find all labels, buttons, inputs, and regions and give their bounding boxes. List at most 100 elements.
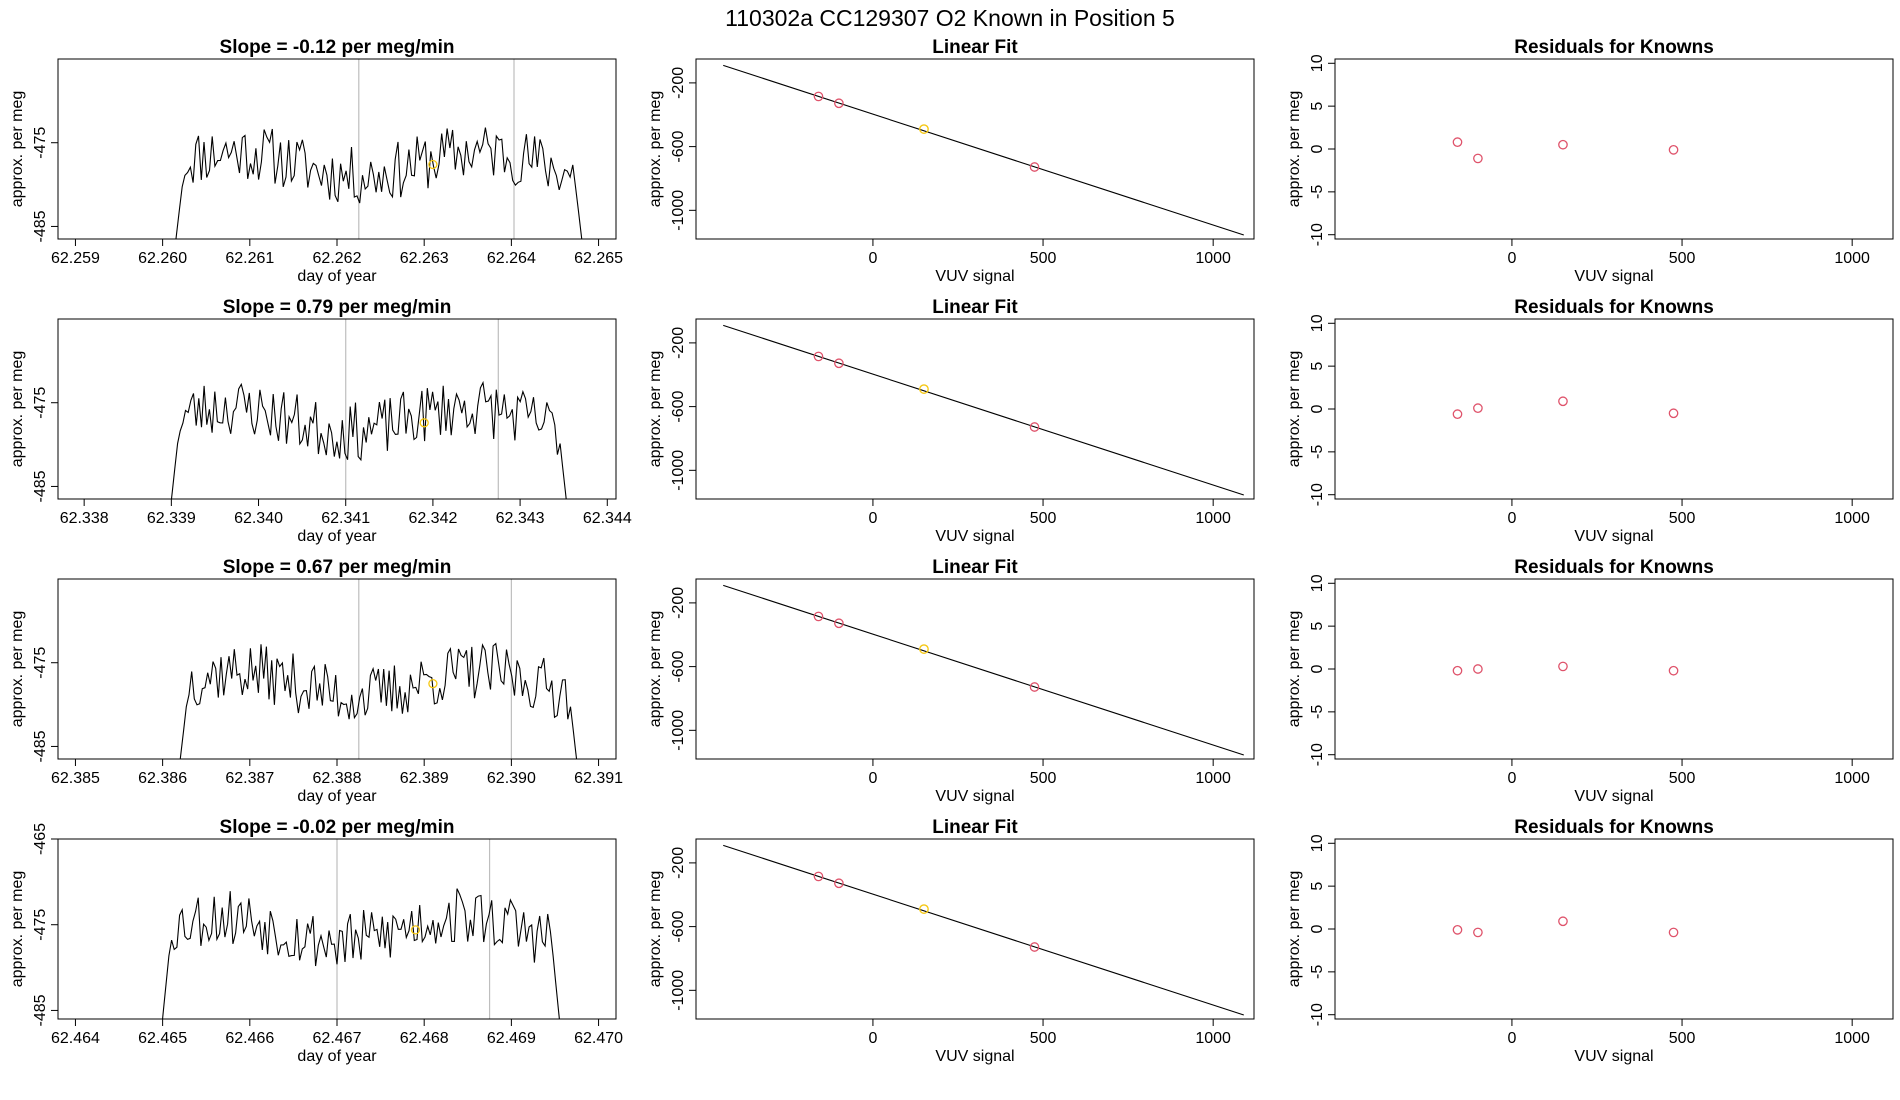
x-tick-label: 1000 bbox=[1834, 250, 1870, 267]
x-tick-label: 0 bbox=[1507, 770, 1516, 787]
panel-title: Residuals for Knowns bbox=[1514, 557, 1714, 578]
known-point bbox=[1668, 145, 1679, 155]
x-tick-label: 62.464 bbox=[51, 1030, 100, 1047]
y-axis-label: approx. per meg bbox=[647, 871, 664, 988]
panel-grid: Slope = -0.12 per meg/min 62.259 62.260 62.… bbox=[9, 37, 1894, 1065]
known-point bbox=[1668, 665, 1679, 676]
plot-frame bbox=[695, 578, 1255, 760]
y-tick-label: -485 bbox=[32, 210, 49, 242]
x-tick-label: 62.263 bbox=[400, 250, 449, 267]
x-axis-label: VUV signal bbox=[935, 528, 1014, 545]
fit-line bbox=[723, 324, 1244, 496]
panel-title: Linear Fit bbox=[932, 37, 1018, 58]
known-point bbox=[834, 98, 844, 109]
x-tick-label: 62.265 bbox=[574, 250, 623, 267]
panel-residuals-row-2: Residuals for Knowns 0 500 1000 -10 -5 0 5 10 VUV… bbox=[1286, 297, 1894, 545]
y-tick-label: -5 bbox=[1309, 185, 1326, 199]
x-tick-label: 62.344 bbox=[583, 510, 632, 527]
sample-point bbox=[919, 904, 929, 914]
plot-frame bbox=[1334, 838, 1894, 1020]
sample-point bbox=[919, 124, 929, 134]
figure-title: 110302a CC129307 O2 Known in Position 5 bbox=[725, 5, 1175, 31]
known-point bbox=[1473, 927, 1483, 938]
plot-area bbox=[175, 59, 583, 239]
sample-marker bbox=[428, 679, 438, 689]
plot-area bbox=[1452, 916, 1679, 938]
x-axis-label: VUV signal bbox=[1574, 268, 1653, 285]
known-point bbox=[1473, 664, 1483, 674]
known-point bbox=[1029, 942, 1040, 952]
plot-area bbox=[1452, 137, 1679, 164]
y-tick-label: -1000 bbox=[670, 710, 687, 751]
x-tick-label: 62.339 bbox=[147, 510, 196, 527]
known-point bbox=[1668, 927, 1679, 938]
panel-title: Linear Fit bbox=[932, 557, 1018, 578]
y-tick-label: 0 bbox=[1309, 664, 1326, 673]
y-axis-label: approx. per meg bbox=[1286, 91, 1303, 208]
x-axis-label: day of year bbox=[297, 528, 377, 545]
x-tick-label: 1000 bbox=[1195, 770, 1231, 787]
x-axis-label: day of year bbox=[297, 1048, 377, 1065]
x-tick-label: 500 bbox=[1030, 510, 1057, 527]
x-tick-label: 62.262 bbox=[313, 250, 362, 267]
y-tick-label: 10 bbox=[1309, 54, 1326, 72]
y-axis-label: approx. per meg bbox=[1286, 871, 1303, 988]
y-tick-label: -10 bbox=[1309, 223, 1326, 246]
plot-area bbox=[1452, 661, 1679, 676]
x-axis-label: VUV signal bbox=[935, 1048, 1014, 1065]
panel-title: Residuals for Knowns bbox=[1514, 817, 1714, 838]
y-tick-label: -200 bbox=[670, 67, 687, 99]
known-point bbox=[1029, 422, 1040, 432]
plot-area bbox=[723, 64, 1244, 236]
known-point bbox=[1668, 408, 1679, 419]
x-tick-label: 500 bbox=[1030, 250, 1057, 267]
known-point bbox=[1558, 661, 1568, 672]
series-trace bbox=[179, 642, 578, 759]
panel-title: Slope = 0.79 per meg/min bbox=[223, 297, 452, 318]
x-tick-label: 1000 bbox=[1195, 1030, 1231, 1047]
x-tick-label: 0 bbox=[868, 1030, 877, 1047]
y-tick-label: 10 bbox=[1309, 314, 1326, 332]
y-axis-label: approx. per meg bbox=[9, 91, 26, 208]
x-axis-label: day of year bbox=[297, 788, 377, 805]
y-axis-label: approx. per meg bbox=[1286, 611, 1303, 728]
x-tick-label: 62.390 bbox=[487, 770, 536, 787]
known-point bbox=[1558, 396, 1568, 407]
x-tick-label: 1000 bbox=[1195, 250, 1231, 267]
y-tick-label: -600 bbox=[670, 391, 687, 423]
sample-point bbox=[919, 644, 929, 654]
x-tick-label: 500 bbox=[1030, 770, 1057, 787]
x-tick-label: 62.469 bbox=[487, 1030, 536, 1047]
known-point bbox=[813, 351, 824, 362]
y-tick-label: -200 bbox=[670, 587, 687, 619]
y-tick-label: -5 bbox=[1309, 705, 1326, 719]
y-tick-label: -475 bbox=[32, 387, 49, 419]
sample-marker bbox=[428, 159, 438, 170]
y-tick-label: 0 bbox=[1309, 404, 1326, 413]
y-axis-label: approx. per meg bbox=[1286, 351, 1303, 468]
x-tick-label: 500 bbox=[1669, 250, 1696, 267]
x-tick-label: 62.342 bbox=[408, 510, 457, 527]
panel-title: Linear Fit bbox=[932, 817, 1018, 838]
known-point bbox=[834, 358, 844, 369]
plot-frame bbox=[57, 578, 617, 760]
x-tick-label: 62.341 bbox=[321, 510, 370, 527]
plot-frame bbox=[1334, 578, 1894, 760]
plot-frame bbox=[1334, 58, 1894, 240]
x-tick-label: 62.388 bbox=[313, 770, 362, 787]
plot-area bbox=[723, 324, 1244, 496]
y-tick-label: 5 bbox=[1309, 362, 1326, 371]
x-tick-label: 62.470 bbox=[574, 1030, 623, 1047]
x-tick-label: 62.391 bbox=[574, 770, 623, 787]
x-axis-label: VUV signal bbox=[935, 268, 1014, 285]
panel-fit-row-4: Linear Fit 0 500 1000 -1000 -600 -200 VUV signa… bbox=[647, 817, 1255, 1065]
panel-title: Slope = -0.12 per meg/min bbox=[220, 37, 455, 58]
x-tick-label: 62.340 bbox=[234, 510, 283, 527]
known-point bbox=[1452, 409, 1463, 419]
x-axis-label: VUV signal bbox=[1574, 528, 1653, 545]
x-tick-label: 500 bbox=[1669, 510, 1696, 527]
panel-timeseries-row-3: Slope = 0.67 per meg/min 62.385 62.386 62.3… bbox=[9, 557, 623, 805]
y-tick-label: -1000 bbox=[670, 450, 687, 491]
known-point bbox=[1452, 665, 1463, 676]
y-tick-label: -465 bbox=[32, 823, 49, 855]
